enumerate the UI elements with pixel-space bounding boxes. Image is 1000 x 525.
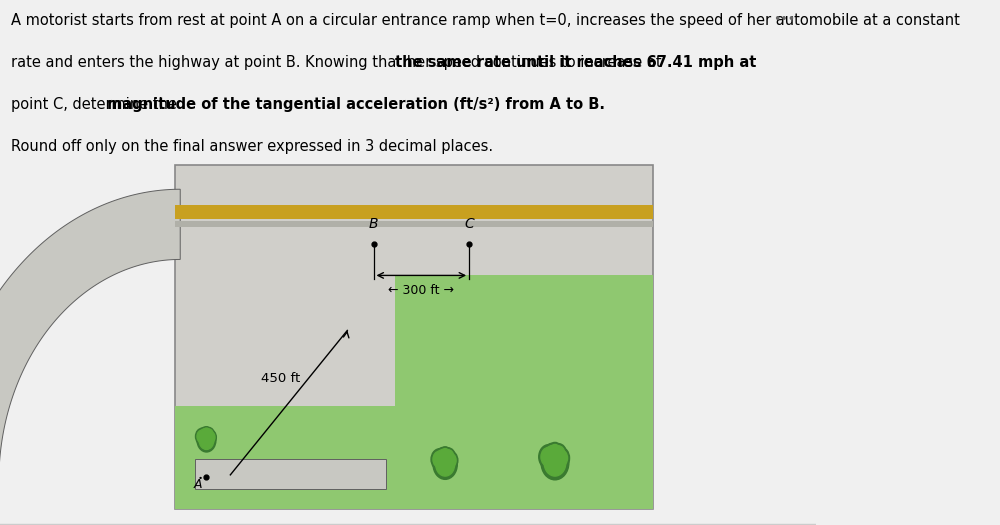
Text: Round off only on the final answer expressed in 3 decimal places.: Round off only on the final answer expre… — [11, 139, 493, 154]
Circle shape — [541, 447, 557, 466]
Circle shape — [546, 446, 559, 461]
Circle shape — [550, 444, 566, 464]
Circle shape — [553, 449, 568, 467]
Circle shape — [433, 451, 447, 468]
Circle shape — [196, 428, 209, 445]
Circle shape — [205, 432, 215, 443]
Bar — [175, 222, 653, 227]
Circle shape — [443, 450, 454, 463]
Text: •••: ••• — [774, 13, 796, 26]
Circle shape — [541, 446, 569, 480]
Circle shape — [201, 427, 212, 439]
Circle shape — [442, 451, 458, 470]
Text: ← 300 ft →: ← 300 ft → — [388, 284, 454, 297]
Bar — [175, 165, 653, 509]
Text: 450 ft: 450 ft — [261, 372, 300, 385]
Circle shape — [539, 445, 559, 469]
Text: magnitude of the tangential acceleration (ft/s²) from A to B.: magnitude of the tangential acceleration… — [107, 97, 605, 112]
Text: rate and enters the highway at point B. Knowing that her speed continues to incr: rate and enters the highway at point B. … — [11, 55, 666, 70]
Bar — [395, 276, 653, 406]
Circle shape — [436, 453, 455, 476]
Circle shape — [440, 448, 450, 461]
Circle shape — [552, 447, 570, 469]
Polygon shape — [0, 189, 180, 468]
Circle shape — [552, 446, 565, 461]
Bar — [175, 205, 653, 219]
Circle shape — [431, 449, 448, 470]
Text: A motorist starts from rest at point A on a circular entrance ramp when t=0, inc: A motorist starts from rest at point A o… — [11, 13, 959, 28]
Circle shape — [547, 443, 563, 461]
Circle shape — [439, 447, 452, 463]
Circle shape — [200, 429, 209, 439]
Circle shape — [197, 430, 208, 443]
Circle shape — [549, 445, 561, 459]
Text: the same rate until it reaches 67.41 mph at: the same rate until it reaches 67.41 mph… — [395, 55, 756, 70]
Circle shape — [203, 427, 214, 441]
Circle shape — [433, 450, 457, 479]
Text: A: A — [194, 478, 202, 490]
Circle shape — [441, 448, 455, 465]
Text: point C, determine the: point C, determine the — [11, 97, 176, 112]
Text: B: B — [369, 217, 378, 230]
Bar — [195, 459, 386, 489]
Circle shape — [544, 443, 561, 464]
Text: $\bullet$: $\bullet$ — [197, 471, 203, 480]
Circle shape — [199, 427, 210, 441]
Text: C: C — [464, 217, 474, 230]
Circle shape — [199, 432, 214, 449]
Circle shape — [436, 447, 450, 465]
Circle shape — [204, 430, 216, 445]
Circle shape — [197, 429, 216, 452]
Bar — [175, 406, 653, 509]
Circle shape — [444, 453, 456, 468]
Circle shape — [202, 428, 211, 438]
Circle shape — [205, 429, 213, 439]
Circle shape — [437, 449, 448, 464]
Circle shape — [544, 449, 566, 476]
